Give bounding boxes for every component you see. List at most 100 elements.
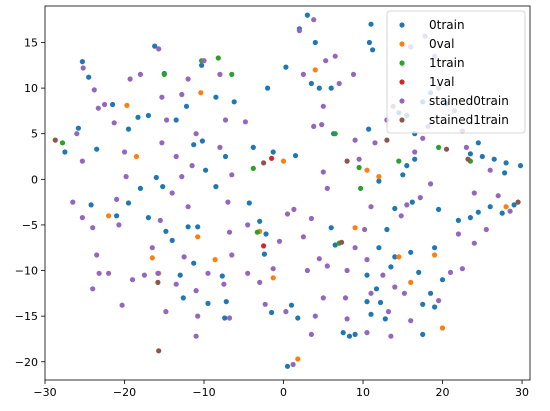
point-stained0train-58 [284,211,291,217]
point-0train-73 [376,178,382,184]
point-stained0train-9 [96,270,102,276]
point-0train-78 [416,269,422,275]
point-stained0train-28 [169,190,175,196]
point-0train-97 [511,202,517,208]
point-0train-91 [439,277,446,283]
point-stained0train-64 [320,295,326,301]
point-stained1train-1 [155,279,161,285]
point-0train-9 [135,114,141,120]
point-stained0train-68 [324,185,330,191]
point-stained1train-4 [339,239,345,245]
y-tick-label: 10 [24,82,38,95]
point-stained0train-52 [221,281,227,287]
point-stained1train-3 [261,160,267,166]
point-0train-61 [340,330,346,336]
point-stained0train-78 [350,71,357,77]
point-0train-31 [195,224,201,230]
y-tick-label: 15 [24,36,38,49]
point-stained0train-90 [380,272,386,278]
point-stained0train-111 [463,144,469,150]
point-stained0train-49 [193,288,199,294]
point-stained0train-42 [222,117,229,123]
point-stained0train-39 [185,76,191,82]
point-0train-35 [205,300,211,306]
point-0val-14 [364,167,370,173]
point-stained0train-121 [487,167,493,173]
point-0train-16 [163,228,169,234]
point-0val-1 [133,153,139,160]
point-stained0train-32 [163,309,169,315]
point-0val-2 [106,213,112,219]
point-0val-16 [396,254,402,260]
point-0train-32 [191,260,197,266]
point-0val-17 [408,279,414,285]
point-stained0train-88 [364,330,370,336]
point-0train-64 [364,272,370,278]
point-1train-12 [436,144,442,150]
y-tick-label: −20 [15,356,38,369]
y-tick-label: −10 [15,265,38,278]
point-1train-0 [59,140,66,146]
point-stained0train-93 [401,290,407,296]
legend-box [386,10,526,134]
point-0train-89 [436,206,442,212]
legend-marker-1train [399,60,405,66]
point-0train-104 [467,151,473,157]
points-layer [52,12,524,369]
point-0train-20 [173,117,179,123]
legend-label-1val: 1val [429,75,454,89]
legend-marker-0train [399,22,405,28]
point-0train-15 [160,184,166,190]
point-stained0train-70 [311,123,317,129]
point-0train-0 [79,59,85,65]
point-stained0train-92 [392,284,398,290]
point-0train-50 [283,64,289,70]
point-stained0train-44 [229,172,235,178]
point-stained0train-23 [159,94,165,100]
point-stained0train-94 [408,318,414,324]
point-0train-26 [213,94,219,100]
point-0train-59 [328,225,334,231]
point-stained1train-0 [52,137,58,143]
point-0train-8 [125,126,132,132]
point-stained0train-48 [205,270,211,276]
point-stained0train-50 [195,313,201,319]
point-0val-20 [503,204,509,210]
point-stained0train-18 [111,120,117,126]
point-stained0train-12 [119,302,125,308]
x-tick-label: −10 [192,386,215,399]
point-0train-69 [382,316,388,322]
point-stained0train-53 [245,222,251,228]
point-0train-75 [400,172,406,178]
point-0train-55 [308,80,314,87]
point-stained0train-86 [342,295,349,301]
point-0train-88 [412,156,418,162]
point-0train-53 [304,12,310,18]
point-0train-54 [312,39,318,46]
point-stained0train-13 [129,277,136,283]
point-stained0train-11 [106,270,112,276]
point-stained0train-7 [90,225,96,231]
point-0train-43 [269,309,275,316]
point-stained0train-129 [226,315,233,321]
point-0train-30 [185,224,191,230]
y-tick-label: −5 [22,219,38,232]
point-0train-90 [432,245,438,251]
point-stained0train-113 [471,240,477,246]
point-1train-5 [250,165,256,171]
x-tick-label: 20 [436,386,450,399]
point-0train-3 [75,125,81,131]
point-0train-29 [213,184,219,190]
x-tick-label: −30 [33,386,56,399]
point-stained0train-75 [323,58,329,64]
point-1train-11 [396,158,402,164]
point-0train-101 [491,156,497,162]
point-0val-0 [124,102,130,108]
point-stained0train-77 [336,80,342,87]
point-0train-48 [270,149,276,155]
point-0train-40 [257,218,263,224]
legend-marker-1val [399,79,405,85]
point-0train-102 [503,160,509,166]
point-0train-11 [137,185,143,191]
point-0train-2 [94,146,100,152]
